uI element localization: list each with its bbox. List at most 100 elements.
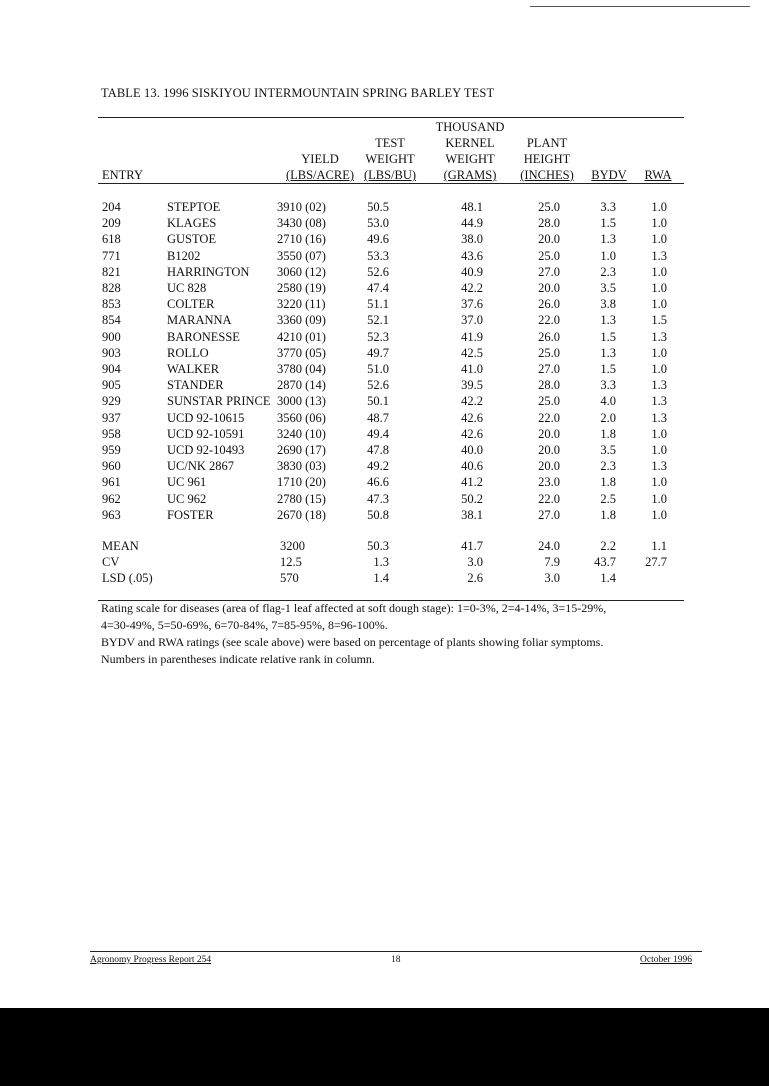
entry-cell: 204 [102,200,121,214]
rwa-cell: 1.0 [651,491,667,506]
footer-report: Agronomy Progress Report 254 [90,955,212,965]
bydv-cell: 1.5 [600,362,616,376]
summary-label: CV [102,555,120,570]
test-weight-cell: 1.3 [373,555,389,570]
table-row: 960 UC/NK 2867 3830 (03) 49.2 40.6 20.0 2.3 1.3 [0,458,769,474]
kernel-weight-cell: 42.5 [461,345,483,360]
kernel-weight-cell: 37.0 [461,313,483,328]
header-top-rule [98,117,684,118]
table-row: 771 B1202 3550 (07) 53.3 43.6 25.0 1.0 1.3 [0,248,769,264]
bydv-cell: 1.4 [600,571,616,586]
note-line: Rating scale for diseases (area of flag-… [101,601,607,615]
bydv-cell: 1.8 [600,475,616,490]
entry-cell: 961 [102,475,121,490]
bydv-cell: 1.3 [600,345,616,360]
header-test-weight: TEST WEIGHT (LBS/BU) [363,136,417,182]
table-row: 618 GUSTOE 2710 (16) 49.6 38.0 20.0 1.3 1.0 [0,231,769,247]
yield-cell: 3200 [280,539,305,553]
plant-height-cell: 3.0 [544,571,560,586]
plant-height-cell: 22.0 [538,313,560,328]
note-line: Numbers in parentheses indicate relative… [101,652,375,666]
variety-cell: SUNSTAR PRINCE [167,394,271,409]
test-weight-cell: 49.4 [367,426,389,441]
bydv-cell: 1.5 [600,329,616,344]
yield-cell: 3220 (11) [277,297,326,312]
plant-height-cell: 26.0 [538,329,560,344]
kernel-weight-cell: 40.9 [461,264,483,279]
test-weight-cell: 49.2 [367,459,389,474]
table-row: 963 FOSTER 2670 (18) 50.8 38.1 27.0 1.8 1.0 [0,507,769,523]
table-row: 904 WALKER 3780 (04) 51.0 41.0 27.0 1.5 1.0 [0,361,769,377]
entry-cell: 959 [102,443,121,457]
kernel-weight-cell: 42.2 [461,394,483,409]
test-weight-cell: 52.6 [367,264,389,279]
header-bydv: BYDV [591,168,627,182]
plant-height-cell: 27.0 [538,362,560,376]
variety-cell: MARANNA [167,313,232,328]
bydv-cell: 2.2 [600,539,616,553]
kernel-weight-cell: 39.5 [461,378,483,393]
test-weight-cell: 46.6 [367,475,389,490]
bydv-cell: 1.5 [600,216,616,231]
variety-cell: UCD 92-10591 [167,426,245,441]
plant-height-cell: 20.0 [538,459,560,474]
rwa-cell: 1.3 [651,459,667,474]
header-plant-height: PLANT HEIGHT (INCHES) [520,136,574,182]
entry-cell: 854 [102,313,121,328]
bydv-cell: 4.0 [600,394,616,409]
kernel-weight-cell: 3.0 [467,555,483,570]
bydv-cell: 2.0 [600,410,616,425]
plant-height-cell: 27.0 [538,264,560,279]
variety-cell: STEPTOE [167,200,221,214]
plant-height-cell: 20.0 [538,426,560,441]
footer-date: October 1996 [640,955,692,965]
yield-cell: 3550 (07) [277,248,326,263]
variety-cell: BARONESSE [167,329,240,344]
test-weight-cell: 50.1 [367,394,389,409]
yield-cell: 3770 (05) [277,345,326,360]
table-row: 828 UC 828 2580 (19) 47.4 42.2 20.0 3.5 1.0 [0,280,769,296]
summary-label: MEAN [102,539,139,553]
yield-cell: 3830 (03) [277,459,326,474]
bydv-cell: 2.3 [600,264,616,279]
table-notes: Rating scale for diseases (area of flag-… [101,600,691,668]
yield-cell: 3000 (13) [277,394,326,409]
kernel-weight-cell: 37.6 [461,297,483,312]
rwa-cell: 1.3 [651,410,667,425]
summary-row: CV 12.5 1.3 3.0 7.9 43.7 27.7 [0,554,769,570]
variety-cell: B1202 [167,248,201,263]
entry-cell: 828 [102,281,121,295]
yield-cell: 3060 (12) [277,264,326,279]
plant-height-cell: 26.0 [538,297,560,312]
rwa-cell: 1.5 [651,313,667,328]
rwa-cell: 1.0 [651,264,667,279]
summary-label: LSD (.05) [102,571,153,586]
yield-cell: 3560 (06) [277,410,326,425]
entry-cell: 905 [102,378,121,393]
plant-height-cell: 20.0 [538,443,560,457]
table-title: TABLE 13. 1996 SISKIYOU INTERMOUNTAIN SP… [101,86,495,100]
plant-height-cell: 27.0 [538,507,560,522]
yield-cell: 3430 (08) [277,216,326,231]
rwa-cell: 1.1 [651,539,667,553]
footer-page-number: 18 [391,955,401,965]
test-weight-cell: 47.4 [367,281,389,295]
summary-row: MEAN 3200 50.3 41.7 24.0 2.2 1.1 [0,538,769,554]
variety-cell: UC 961 [167,475,207,490]
entry-cell: 958 [102,426,121,441]
rwa-cell: 1.0 [651,362,667,376]
plant-height-cell: 25.0 [538,345,560,360]
yield-cell: 2690 (17) [277,443,326,457]
variety-cell: COLTER [167,297,215,312]
entry-cell: 960 [102,459,121,474]
bydv-cell: 3.3 [600,200,616,214]
yield-cell: 12.5 [280,555,302,570]
variety-cell: FOSTER [167,507,214,522]
test-weight-cell: 53.0 [367,216,389,231]
entry-cell: 771 [102,248,121,263]
entry-cell: 929 [102,394,121,409]
kernel-weight-cell: 44.9 [461,216,483,231]
test-weight-cell: 51.0 [367,362,389,376]
test-weight-cell: 52.1 [367,313,389,328]
table-row: 204 STEPTOE 3910 (02) 50.5 48.1 25.0 3.3 1.0 [0,199,769,215]
